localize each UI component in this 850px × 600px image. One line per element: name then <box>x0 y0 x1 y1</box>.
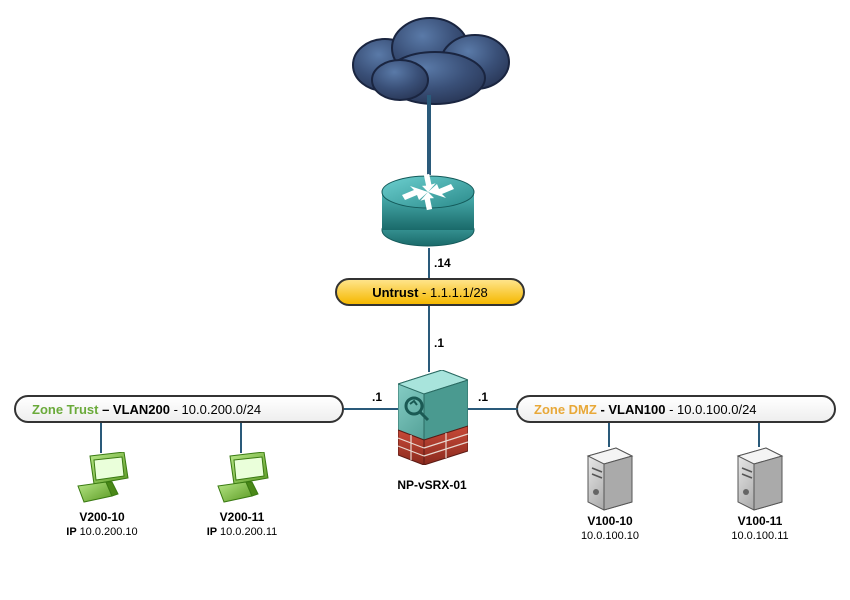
if-label-fw-left: .1 <box>372 390 382 404</box>
link-trust-fw <box>344 408 400 410</box>
firewall-icon <box>398 370 468 465</box>
untrust-label: Untrust <box>372 285 418 300</box>
dmz-zone-label: Zone DMZ <box>534 402 597 417</box>
link-cloud-router <box>427 95 431 175</box>
trust-segment: Zone Trust – VLAN200 - 10.0.200.0/24 <box>14 395 344 423</box>
pc-icon <box>216 452 271 507</box>
trust-vlan: – VLAN200 <box>98 402 170 417</box>
untrust-segment: Untrust - 1.1.1.1/28 <box>335 278 525 306</box>
link-trust-pc2 <box>240 423 242 453</box>
pc-icon <box>76 452 131 507</box>
server-icon <box>732 446 787 511</box>
trust-subnet: - 10.0.200.0/24 <box>170 402 261 417</box>
if-label-fw-right: .1 <box>478 390 488 404</box>
dmz-vlan: - VLAN100 <box>597 402 666 417</box>
host-label: V200-10 IP 10.0.200.10 <box>42 510 162 538</box>
dmz-segment: Zone DMZ - VLAN100 - 10.0.100.0/24 <box>516 395 836 423</box>
untrust-subnet: - 1.1.1.1/28 <box>418 285 487 300</box>
firewall-name: NP-vSRX-01 <box>372 478 492 492</box>
trust-zone-label: Zone Trust <box>32 402 98 417</box>
server-icon <box>582 446 637 511</box>
link-dmz-fw <box>466 408 518 410</box>
host-label: V100-11 10.0.100.11 <box>700 514 820 542</box>
link-trust-pc1 <box>100 423 102 453</box>
host-label: V200-11 IP 10.0.200.11 <box>182 510 302 538</box>
link-untrust-fw <box>428 306 430 372</box>
dmz-subnet: - 10.0.100.0/24 <box>665 402 756 417</box>
router-icon <box>378 170 478 250</box>
link-router-untrust <box>428 248 430 278</box>
if-label-fw-up: .1 <box>434 336 444 350</box>
host-label: V100-10 10.0.100.10 <box>550 514 670 542</box>
link-dmz-srv2 <box>758 423 760 447</box>
if-label-router: .14 <box>434 256 451 270</box>
link-dmz-srv1 <box>608 423 610 447</box>
